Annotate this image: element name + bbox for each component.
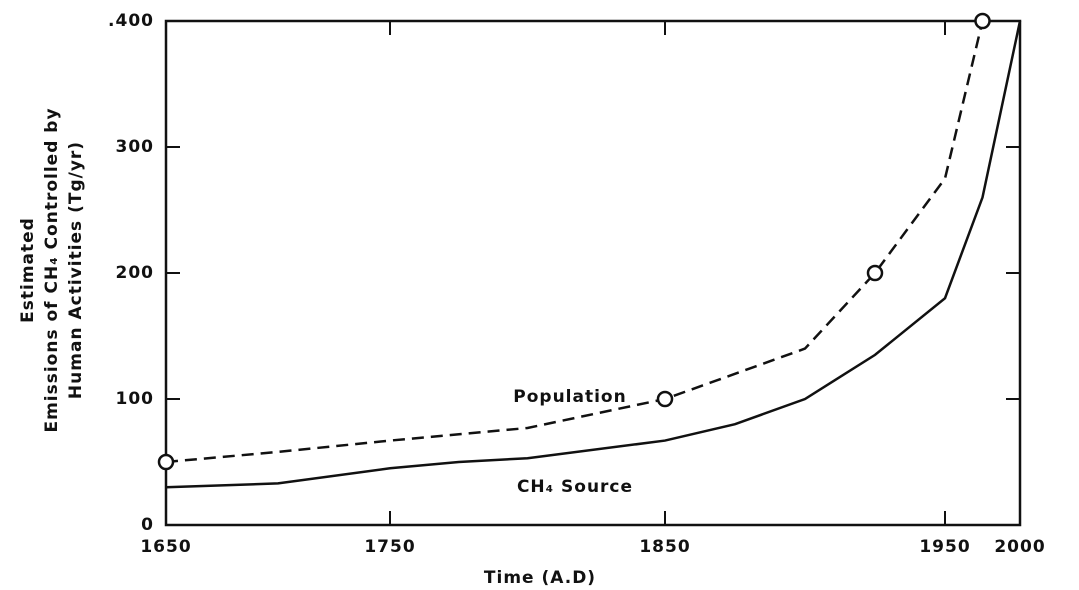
x-tick-label: 1850 xyxy=(639,537,690,557)
point-marker xyxy=(866,264,884,282)
x-tick-label: 1650 xyxy=(140,537,191,557)
x-tick-label: 2000 xyxy=(994,537,1045,557)
y-tick-label: 300 xyxy=(116,137,155,157)
y-tick-label: 0 xyxy=(141,515,154,535)
point-marker xyxy=(974,12,991,30)
x-tick-label: 1950 xyxy=(919,537,970,557)
y-tick-label: 200 xyxy=(116,263,155,283)
y-tick-label: 100 xyxy=(116,389,155,409)
series-label: CH₄ Source xyxy=(517,477,633,497)
x-tick-label: 1750 xyxy=(364,537,415,557)
y-axis-label: Emissions of CH₄ Controlled by xyxy=(42,107,62,432)
y-axis-label: Human Activities (Tg/yr) xyxy=(66,141,86,399)
y-tick-label: .400 xyxy=(108,11,154,31)
x-axis-label: Time (A.D) xyxy=(484,568,596,588)
point-marker xyxy=(157,453,175,471)
y-axis-label: Estimated xyxy=(18,217,38,323)
line xyxy=(165,20,1022,489)
series-label: Population xyxy=(513,387,626,407)
point-marker xyxy=(656,390,674,408)
